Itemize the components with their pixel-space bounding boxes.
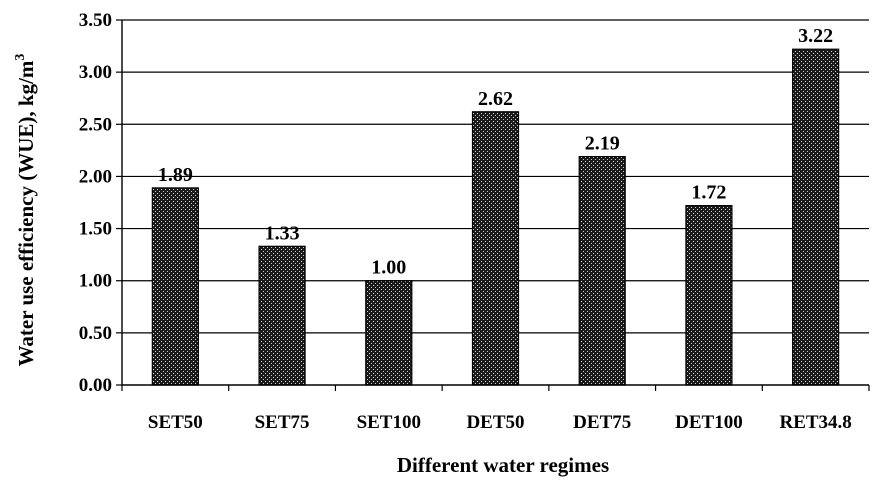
x-tick-label: DET100 [675,412,743,433]
x-tick-label: SET100 [357,412,421,433]
bar-det100 [685,205,733,386]
y-axis-title-text: Water use efficiency (WUE), kg/m [14,60,38,366]
bar-det50 [471,111,520,386]
data-label: 1.00 [371,257,406,279]
x-tick-label: DET50 [466,412,524,433]
data-labels: 1.89 1.33 1.00 2.62 2.19 1.72 3.22 [158,25,833,279]
axes [116,19,870,391]
y-tick-label: 1.00 [79,271,112,292]
x-tick-label: DET75 [573,412,631,433]
bars [151,48,840,386]
data-label: 2.19 [585,133,620,155]
y-tick-labels: 0.00 0.50 1.00 1.50 2.00 2.50 3.00 3.50 [79,10,112,396]
bar-set50 [151,187,199,386]
x-tick-label: SET50 [148,412,203,433]
bar-set75 [258,245,306,386]
x-axis-title: Different water regimes [397,453,609,477]
bar-det75 [578,156,626,386]
y-tick-label: 1.50 [79,219,112,240]
y-tick-label: 0.00 [79,375,112,396]
y-tick-label: 2.00 [79,166,112,187]
bar-ret34-8 [792,48,840,386]
y-tick-label: 0.50 [79,323,112,344]
y-tick-label: 2.50 [79,114,112,135]
data-label: 1.33 [265,222,300,244]
y-axis-title: Water use efficiency (WUE), kg/m3 [13,54,38,367]
data-label: 1.89 [158,164,193,186]
x-tick-label: SET75 [255,412,310,433]
bar-set100 [365,280,413,386]
x-tick-label: RET34.8 [779,412,851,433]
y-tick-label: 3.50 [79,10,112,31]
data-label: 1.72 [691,182,726,204]
data-label: 2.62 [478,88,513,110]
data-label: 3.22 [798,25,833,47]
x-tick-labels: SET50 SET75 SET100 DET50 DET75 DET100 RET34.8 [148,412,852,433]
y-tick-label: 3.00 [79,62,112,83]
y-axis-title-superscript: 3 [13,54,28,61]
